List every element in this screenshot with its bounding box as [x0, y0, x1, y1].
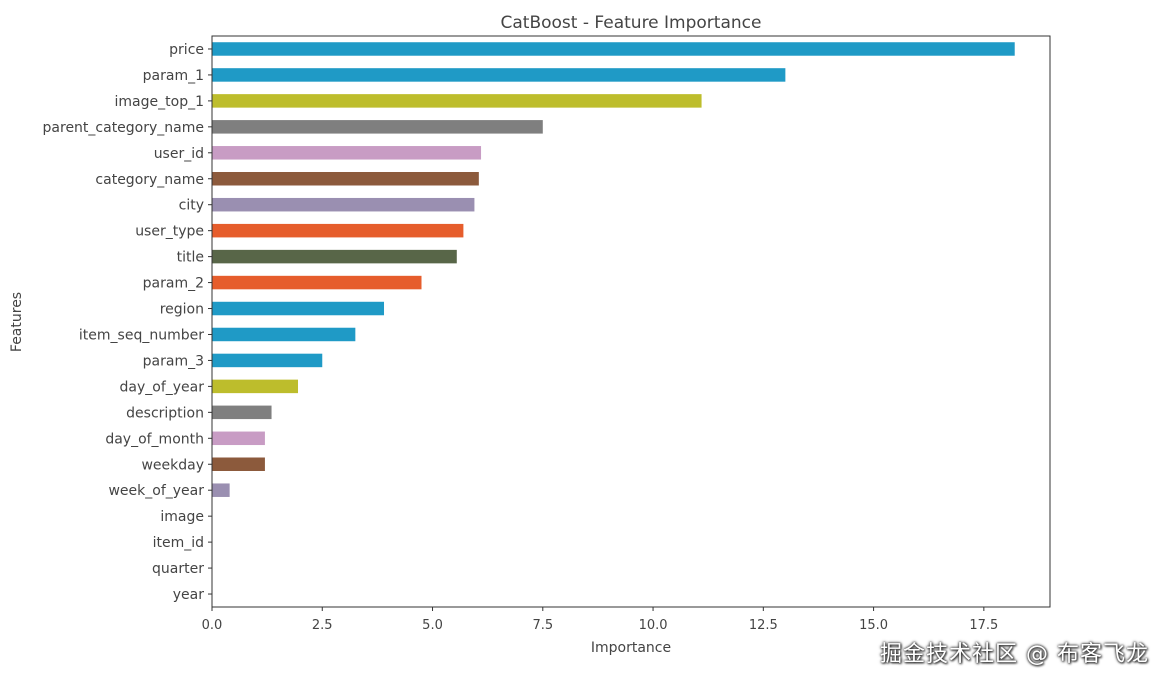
y-tick-label: weekday — [141, 457, 204, 473]
y-tick-label: city — [179, 198, 204, 214]
y-tick-label: item_seq_number — [79, 327, 204, 343]
bar-param_2 — [212, 275, 422, 290]
bar-title — [212, 249, 457, 264]
plot-frame — [211, 35, 1051, 608]
y-tick-label: title — [177, 250, 204, 266]
y-tick-label: quarter — [152, 561, 204, 577]
bar-region — [212, 301, 385, 316]
y-tick-label: day_of_month — [105, 431, 204, 447]
bar-price — [212, 42, 1015, 56]
bar-week_of_year — [212, 483, 230, 497]
bar-weekday — [212, 457, 265, 471]
y-tick-labels: price param_1 image_top_1 parent_category_n… — [43, 42, 212, 603]
x-tick-label: 17.5 — [969, 618, 998, 633]
x-tick-label: 2.5 — [312, 618, 333, 633]
bar-image_top_1 — [212, 94, 702, 108]
y-tick-label: param_1 — [143, 68, 204, 84]
bars-group — [212, 42, 1015, 497]
y-tick-label: param_2 — [143, 276, 204, 292]
y-tick-label: region — [160, 302, 204, 318]
bar-param_3 — [212, 353, 323, 368]
bar-user_id — [212, 146, 482, 160]
bar-description — [212, 405, 272, 420]
y-tick-label: category_name — [95, 172, 204, 188]
y-tick-label: user_type — [135, 224, 204, 240]
y-tick-label: day_of_year — [120, 379, 205, 395]
y-tick-label: description — [126, 405, 204, 421]
bar-user_type — [212, 223, 464, 238]
x-axis-label: Importance — [591, 640, 671, 656]
x-tick-label: 7.5 — [532, 618, 553, 633]
y-tick-label: image — [160, 509, 204, 525]
bar-parent_category_name — [212, 120, 543, 134]
bar-city — [212, 197, 475, 212]
y-tick-label: image_top_1 — [115, 94, 204, 110]
bar-day_of_year — [212, 379, 299, 394]
chart-title: CatBoost - Feature Importance — [501, 13, 762, 33]
x-tick-label: 10.0 — [639, 618, 668, 633]
bar-item_seq_number — [212, 327, 356, 342]
bar-param_1 — [212, 68, 786, 82]
x-ticks: 0.0 2.5 5.0 7.5 10.0 12.5 15.0 17.5 — [202, 607, 998, 633]
bar-category_name — [212, 172, 479, 186]
y-tick-label: week_of_year — [108, 483, 204, 499]
x-tick-label: 5.0 — [422, 618, 443, 633]
y-tick-label: user_id — [154, 146, 204, 162]
y-tick-label: param_3 — [143, 353, 204, 369]
y-axis-label: Features — [9, 292, 25, 352]
x-tick-label: 0.0 — [202, 618, 223, 633]
y-tick-label: parent_category_name — [43, 120, 204, 136]
y-tick-label: year — [173, 587, 204, 603]
bar-day_of_month — [212, 431, 265, 446]
watermark-text: 掘金技术社区 @ 布客飞龙 — [880, 642, 1149, 667]
y-tick-label: price — [169, 42, 204, 58]
y-tick-label: item_id — [153, 535, 204, 551]
x-tick-label: 15.0 — [859, 618, 888, 633]
x-tick-label: 12.5 — [749, 618, 778, 633]
